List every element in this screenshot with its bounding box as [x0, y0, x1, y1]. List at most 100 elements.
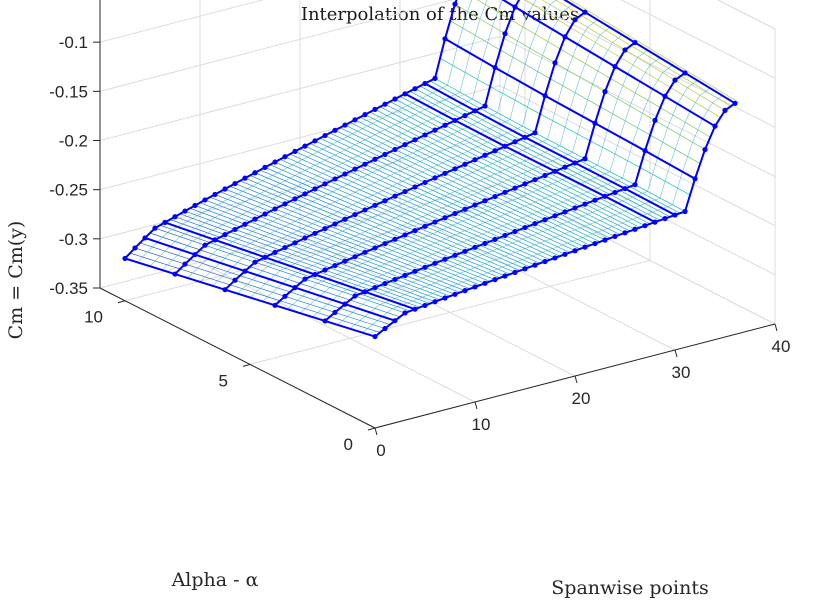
mesh-line	[639, 42, 691, 74]
data-point	[292, 240, 298, 246]
data-point	[442, 215, 448, 221]
data-point	[312, 138, 318, 144]
data-point	[632, 226, 638, 232]
data-point	[522, 181, 528, 187]
data-point	[202, 197, 208, 203]
x-tick	[374, 427, 378, 436]
x-tick-label: 20	[572, 389, 591, 408]
grid-line	[99, 0, 454, 92]
data-point	[422, 264, 428, 270]
data-point	[552, 255, 558, 261]
grid-line	[399, 209, 676, 351]
data-point	[472, 244, 478, 250]
mesh-line	[559, 48, 611, 79]
y-axis	[99, 287, 376, 429]
data-point	[342, 216, 348, 222]
data-point	[342, 258, 348, 264]
grid-line	[499, 85, 776, 227]
data-point	[392, 96, 398, 102]
x-tick	[474, 401, 478, 410]
z-tick-label: -0.3	[59, 230, 88, 249]
mesh-line	[199, 0, 557, 283]
data-point	[482, 103, 488, 109]
data-point	[482, 152, 488, 158]
y-tick	[367, 427, 376, 431]
data-point	[422, 179, 428, 186]
data-point	[372, 202, 378, 208]
data-point	[322, 267, 328, 273]
data-point	[532, 221, 538, 227]
data-point	[362, 249, 368, 255]
y-tick-label: 10	[84, 308, 103, 327]
data-point	[572, 248, 578, 254]
data-point	[462, 206, 468, 212]
mesh-line	[524, 0, 571, 28]
data-point	[222, 186, 228, 192]
grid-line	[99, 0, 265, 43]
y-tick	[117, 300, 126, 304]
section-line	[144, 236, 396, 322]
data-point	[202, 242, 208, 248]
mesh-line	[659, 107, 711, 138]
data-point	[322, 226, 328, 232]
data-point	[372, 106, 378, 113]
section-line	[124, 257, 376, 338]
y-tick-label: 0	[344, 435, 353, 454]
data-point	[502, 273, 508, 279]
mesh-line	[629, 44, 681, 76]
x-tick	[774, 323, 778, 332]
data-point	[252, 259, 258, 265]
data-point	[332, 127, 338, 133]
data-point	[502, 189, 508, 195]
data-point	[592, 197, 598, 203]
grid-line	[499, 36, 776, 177]
data-point	[332, 309, 338, 316]
grid-line	[199, 261, 476, 403]
data-point	[512, 139, 518, 145]
data-point	[442, 256, 448, 262]
data-point	[492, 193, 498, 200]
data-point	[582, 244, 588, 250]
data-point	[482, 240, 488, 246]
y-axis-label: Alpha - α	[171, 569, 259, 591]
data-point	[282, 293, 288, 299]
y-tick	[242, 363, 251, 367]
data-point	[382, 101, 388, 107]
data-point	[352, 166, 358, 172]
data-point	[372, 245, 378, 251]
z-tick-label: -0.15	[49, 82, 88, 101]
mesh-line	[509, 18, 561, 50]
data-point	[262, 211, 268, 217]
data-point	[352, 211, 358, 218]
x-axis-label: Spanwise points	[551, 577, 708, 599]
grid-line	[620, 0, 776, 79]
data-point	[482, 198, 488, 204]
data-point	[492, 236, 498, 243]
data-point	[282, 201, 288, 207]
data-point	[522, 266, 528, 272]
grid-line	[99, 85, 501, 191]
data-point	[322, 181, 328, 187]
data-point	[612, 233, 618, 240]
data-point	[512, 228, 518, 235]
data-point	[562, 164, 568, 170]
data-point	[722, 107, 728, 113]
data-point	[352, 293, 358, 299]
z-tick-label: -0.2	[59, 132, 88, 151]
data-point	[542, 172, 548, 179]
mesh-line	[689, 72, 741, 104]
data-point	[422, 223, 428, 229]
data-point	[562, 209, 568, 215]
x-tick-label: 30	[672, 363, 691, 382]
data-point	[542, 217, 548, 223]
data-point	[272, 206, 278, 212]
data-point	[362, 207, 368, 213]
data-point	[432, 127, 438, 133]
data-point	[412, 184, 418, 190]
data-point	[232, 277, 238, 283]
data-point	[502, 31, 508, 37]
data-point	[292, 196, 298, 202]
data-point	[172, 214, 178, 220]
data-point	[242, 221, 248, 227]
